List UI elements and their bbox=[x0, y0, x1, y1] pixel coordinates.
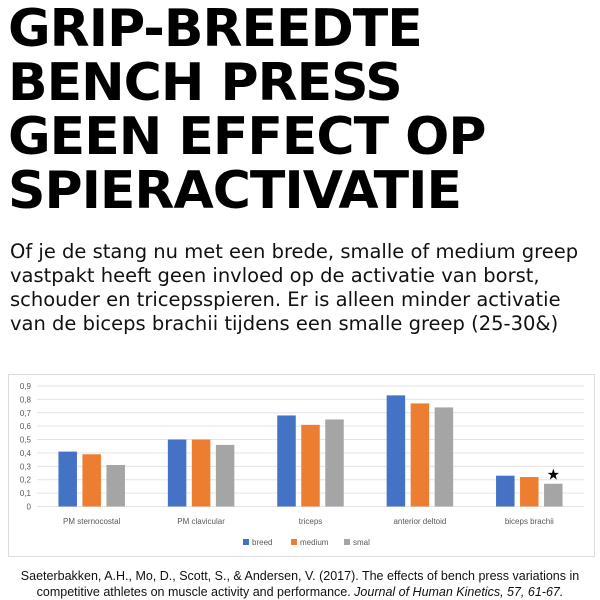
legend-label: medium bbox=[300, 538, 329, 547]
title-line: GRIP-BREEDTE bbox=[8, 0, 423, 59]
bar-smal bbox=[544, 483, 563, 507]
citation-journal: Journal of Human Kinetics, 57, 61-67. bbox=[354, 585, 564, 599]
title-line: GEEN EFFECT OP bbox=[8, 107, 486, 167]
legend-label: breed bbox=[252, 538, 272, 547]
bar-medium bbox=[301, 424, 320, 507]
y-tick-label: 0,7 bbox=[20, 409, 32, 418]
y-tick-label: 0,6 bbox=[20, 422, 32, 431]
legend-swatch-smal bbox=[344, 539, 350, 545]
bar-breed bbox=[58, 451, 77, 507]
y-tick-label: 0,1 bbox=[20, 489, 32, 498]
bar-breed bbox=[386, 395, 406, 507]
y-tick-label: 0,9 bbox=[20, 382, 32, 391]
bar-breed bbox=[277, 415, 296, 507]
citation-text: Saeterbakken, A.H., Mo, D., Scott, S., &… bbox=[20, 569, 580, 599]
bar-medium bbox=[191, 439, 211, 507]
bar-breed bbox=[496, 475, 515, 507]
bar-smal bbox=[434, 407, 454, 507]
bar-smal bbox=[325, 419, 344, 507]
x-tick-label: anterior deltoid bbox=[393, 517, 446, 526]
x-tick-label: PM clavicular bbox=[177, 517, 225, 526]
legend-label: smal bbox=[353, 538, 370, 547]
bar-smal bbox=[106, 464, 125, 507]
y-tick-label: 0,5 bbox=[20, 436, 32, 445]
y-tick-label: 0 bbox=[27, 503, 32, 512]
chart-svg: 0 0,1 0,2 0,3 0,4 0,5 0,6 0,7 0,8 0,9 PM sternocos… bbox=[20, 382, 584, 547]
y-tick-label: 0,8 bbox=[20, 395, 32, 404]
y-tick-label: 0,2 bbox=[20, 476, 32, 485]
x-tick-label: triceps bbox=[299, 517, 323, 526]
bar-medium bbox=[82, 454, 101, 507]
bar-medium bbox=[410, 403, 430, 507]
x-tick-label: biceps brachii bbox=[505, 517, 554, 526]
y-tick-label: 0,3 bbox=[20, 462, 32, 471]
bar-medium bbox=[520, 477, 539, 507]
bar-breed bbox=[167, 439, 187, 507]
bar-smal bbox=[215, 444, 235, 507]
legend-swatch-medium bbox=[291, 539, 297, 545]
citation: Saeterbakken, A.H., Mo, D., Scott, S., &… bbox=[0, 568, 600, 600]
legend-swatch-breed bbox=[243, 539, 249, 545]
subtitle: Of je de stang nu met een brede, smalle … bbox=[10, 240, 579, 335]
bar-chart: 0 0,1 0,2 0,3 0,4 0,5 0,6 0,7 0,8 0,9 PM sternocos… bbox=[8, 374, 595, 557]
x-tick-label: PM sternocostal bbox=[63, 517, 121, 526]
star-annotation: ★ bbox=[547, 466, 560, 484]
title-line: BENCH PRESS bbox=[8, 53, 403, 113]
title-line: SPIERACTIVATIE bbox=[8, 161, 462, 221]
page-title: GRIP-BREEDTE BENCH PRESS GEEN EFFECT OP … bbox=[8, 2, 486, 218]
y-tick-label: 0,4 bbox=[20, 449, 32, 458]
